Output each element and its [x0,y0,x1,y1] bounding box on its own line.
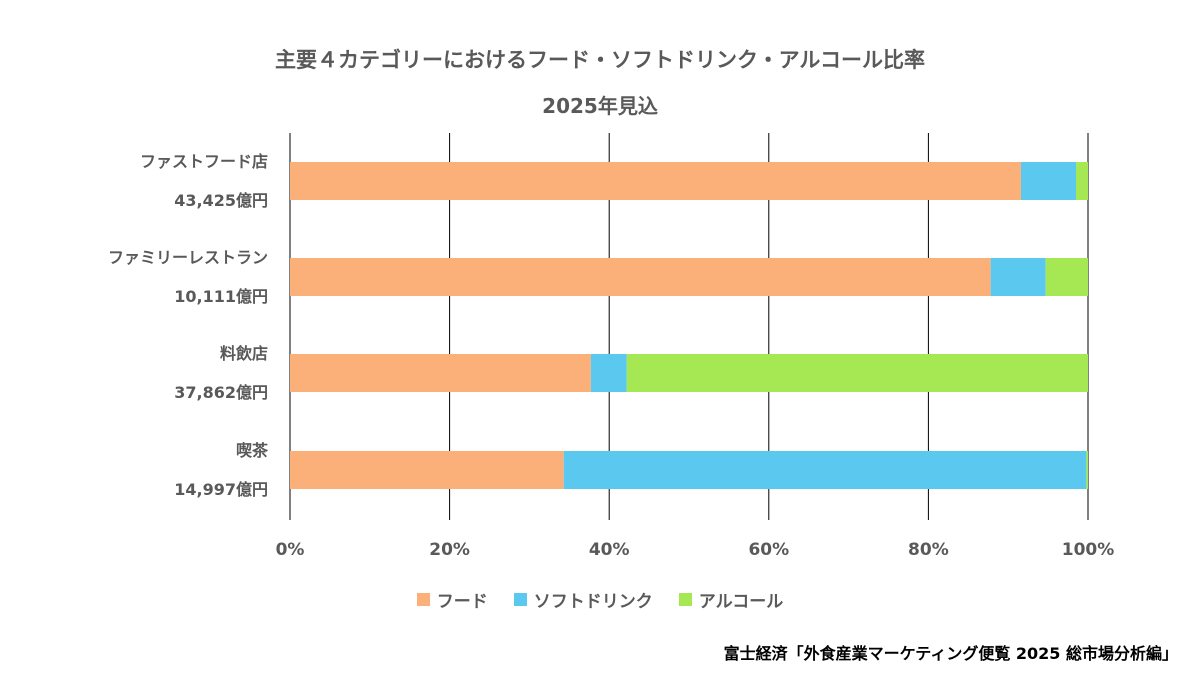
x-tick-label: 40% [588,540,630,560]
chart-subtitle: 2025年見込 [542,94,658,118]
bar-segment [563,451,1087,489]
category-name-label: ファストフード店 [139,152,268,171]
bar-segment [990,258,1046,296]
bar-segment [626,354,1088,392]
category-total-label: 37,862億円 [174,383,268,402]
bar-segment [290,258,991,296]
legend-swatch [678,593,692,606]
category-total-label: 14,997億円 [174,480,268,499]
bar-segment [1076,162,1088,200]
legend-item: フード [416,587,488,612]
category-name-label: 喫茶 [235,441,268,460]
legend-swatch [416,593,430,606]
x-tick-label: 20% [429,540,470,560]
source-note: 富士経済「外食産業マーケティング便覧 2025 総市場分析編」 [723,644,1178,663]
bar-segment [290,162,1021,200]
legend-label: アルコール [698,592,784,612]
bar-segment [1020,162,1077,200]
legend-label: ソフトドリンク [533,592,653,612]
bar-segment [290,451,564,489]
category-name-label: ファミリーレストラン [107,248,268,267]
x-tick-label: 100% [1061,540,1115,560]
x-tick-label: 80% [908,540,949,560]
legend-item: ソフトドリンク [513,587,653,612]
x-tick-label: 0% [275,540,305,560]
legend-swatch [513,593,527,606]
legend-item: アルコール [678,587,784,612]
legend-label: フード [436,592,488,612]
chart-legend: フード ソフトドリンク アルコール [0,587,1200,612]
x-tick-label: 60% [748,540,790,560]
bar-segment [590,354,627,392]
category-total-label: 10,111億円 [174,287,268,306]
bar-segment [1086,451,1088,489]
bar-segment [1045,258,1088,296]
chart-title: 主要４カテゴリーにおけるフード・ソフトドリンク・アルコール比率 [275,48,925,72]
bar-segment [290,354,591,392]
category-name-label: 料飲店 [219,344,268,363]
category-total-label: 43,425億円 [174,191,268,210]
